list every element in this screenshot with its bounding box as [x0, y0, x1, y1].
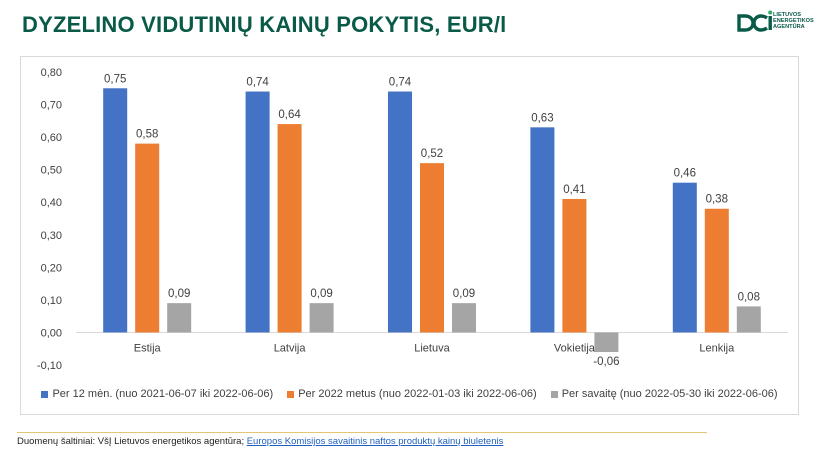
- y-tick-label: 0,00: [41, 327, 62, 339]
- bar: [388, 91, 412, 333]
- bar: [530, 127, 555, 333]
- y-tick-label: 0,50: [41, 165, 62, 177]
- y-tick-label: 0,80: [41, 67, 62, 79]
- bar: [309, 303, 334, 333]
- data-label: 0,46: [674, 168, 696, 180]
- bar: [594, 332, 619, 352]
- agency-logo-icon: [737, 10, 773, 32]
- source-prefix: Duomenų šaltiniai: VšĮ Lietuvos energeti…: [17, 436, 247, 447]
- bar: [452, 303, 476, 333]
- y-tick-label: 0,70: [41, 100, 62, 112]
- data-label: 0,09: [310, 288, 332, 300]
- bar: [277, 124, 302, 333]
- legend-swatch: [41, 390, 49, 398]
- legend-label: Per 12 mėn. (nuo 2021-06-07 iki 2022-06-…: [52, 388, 274, 400]
- bar: [562, 198, 587, 333]
- legend-swatch: [287, 390, 295, 398]
- data-label: 0,08: [738, 291, 760, 303]
- bar: [103, 88, 128, 333]
- data-label: 0,09: [168, 288, 190, 300]
- x-tick-label: Latvija: [274, 342, 307, 354]
- chart-legend: Per 12 mėn. (nuo 2021-06-07 iki 2022-06-…: [21, 388, 798, 400]
- source-note: Duomenų šaltiniai: VšĮ Lietuvos energeti…: [17, 436, 503, 447]
- data-label: 0,64: [278, 109, 301, 121]
- data-label: 0,74: [389, 77, 412, 89]
- data-label: 0,41: [563, 184, 585, 196]
- data-label: 0,52: [421, 148, 443, 160]
- y-tick-label: 0,40: [41, 197, 62, 209]
- x-tick-label: Vokietija: [554, 342, 596, 354]
- bar: [245, 91, 270, 333]
- source-link[interactable]: Europos Komisijos savaitinis naftos prod…: [246, 436, 504, 447]
- data-label: 0,74: [246, 77, 269, 89]
- bar: [704, 208, 729, 333]
- data-label: 0,38: [706, 194, 728, 206]
- data-label: 0,09: [453, 288, 475, 300]
- bar: [135, 143, 160, 333]
- y-tick-label: 0,30: [41, 230, 62, 242]
- legend-item: Per savaitę (nuo 2022-05-30 iki 2022-06-…: [550, 388, 778, 400]
- legend-label: Per savaitę (nuo 2022-05-30 iki 2022-06-…: [561, 388, 778, 400]
- y-tick-label: 0,60: [41, 132, 62, 144]
- data-label: 0,58: [136, 129, 158, 141]
- y-tick-label: 0,20: [41, 262, 62, 274]
- logo-text: LIETUVOS ENERGETIKOS AGENTŪRA: [773, 12, 814, 31]
- legend-label: Per 2022 metus (nuo 2022-01-03 iki 2022-…: [298, 388, 537, 400]
- bar: [736, 306, 761, 333]
- data-label: 0,75: [104, 73, 126, 85]
- chart-container: -0,10 0,00 0,10 0,20 0,30 0,40 0,50 0,60 0,70 0,8…: [20, 56, 799, 415]
- logo-line: LIETUVOS: [773, 12, 801, 18]
- logo-line: ENERGETIKOS: [773, 18, 814, 25]
- legend-item: Per 12 mėn. (nuo 2021-06-07 iki 2022-06-…: [41, 388, 273, 400]
- y-tick-label: 0,10: [41, 295, 62, 307]
- x-tick-label: Lietuva: [414, 342, 450, 354]
- logo-line: AGENTŪRA: [773, 24, 805, 31]
- y-tick-label: -0,10: [37, 360, 62, 372]
- data-label: -0,06: [593, 356, 619, 368]
- bar: [420, 163, 444, 333]
- bar: [672, 182, 697, 333]
- data-label: 0,63: [531, 112, 553, 124]
- legend-item: Per 2022 metus (nuo 2022-01-03 iki 2022-…: [287, 388, 537, 400]
- source-divider: [17, 432, 707, 433]
- bar-chart: -0,10 0,00 0,10 0,20 0,30 0,40 0,50 0,60 0,70 0,8…: [37, 67, 788, 372]
- page-title: DYZELINO VIDUTINIŲ KAINŲ POKYTIS, EUR/l: [22, 12, 507, 37]
- bar: [167, 303, 192, 333]
- x-tick-label: Lenkija: [699, 342, 735, 354]
- x-tick-label: Estija: [134, 342, 162, 354]
- legend-swatch: [550, 390, 558, 398]
